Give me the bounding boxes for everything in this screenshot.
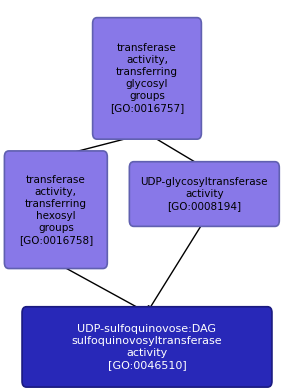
Text: UDP-sulfoquinovose:DAG
sulfoquinovosyltransferase
activity
[GO:0046510]: UDP-sulfoquinovose:DAG sulfoquinovosyltr… bbox=[72, 324, 222, 370]
Text: transferase
activity,
transferring
glycosyl
groups
[GO:0016757]: transferase activity, transferring glyco… bbox=[110, 44, 184, 113]
FancyBboxPatch shape bbox=[4, 151, 107, 269]
Text: transferase
activity,
transferring
hexosyl
groups
[GO:0016758]: transferase activity, transferring hexos… bbox=[19, 175, 93, 245]
FancyBboxPatch shape bbox=[93, 18, 201, 139]
Text: UDP-glycosyltransferase
activity
[GO:0008194]: UDP-glycosyltransferase activity [GO:000… bbox=[141, 177, 268, 211]
FancyBboxPatch shape bbox=[129, 162, 279, 227]
FancyBboxPatch shape bbox=[22, 307, 272, 387]
